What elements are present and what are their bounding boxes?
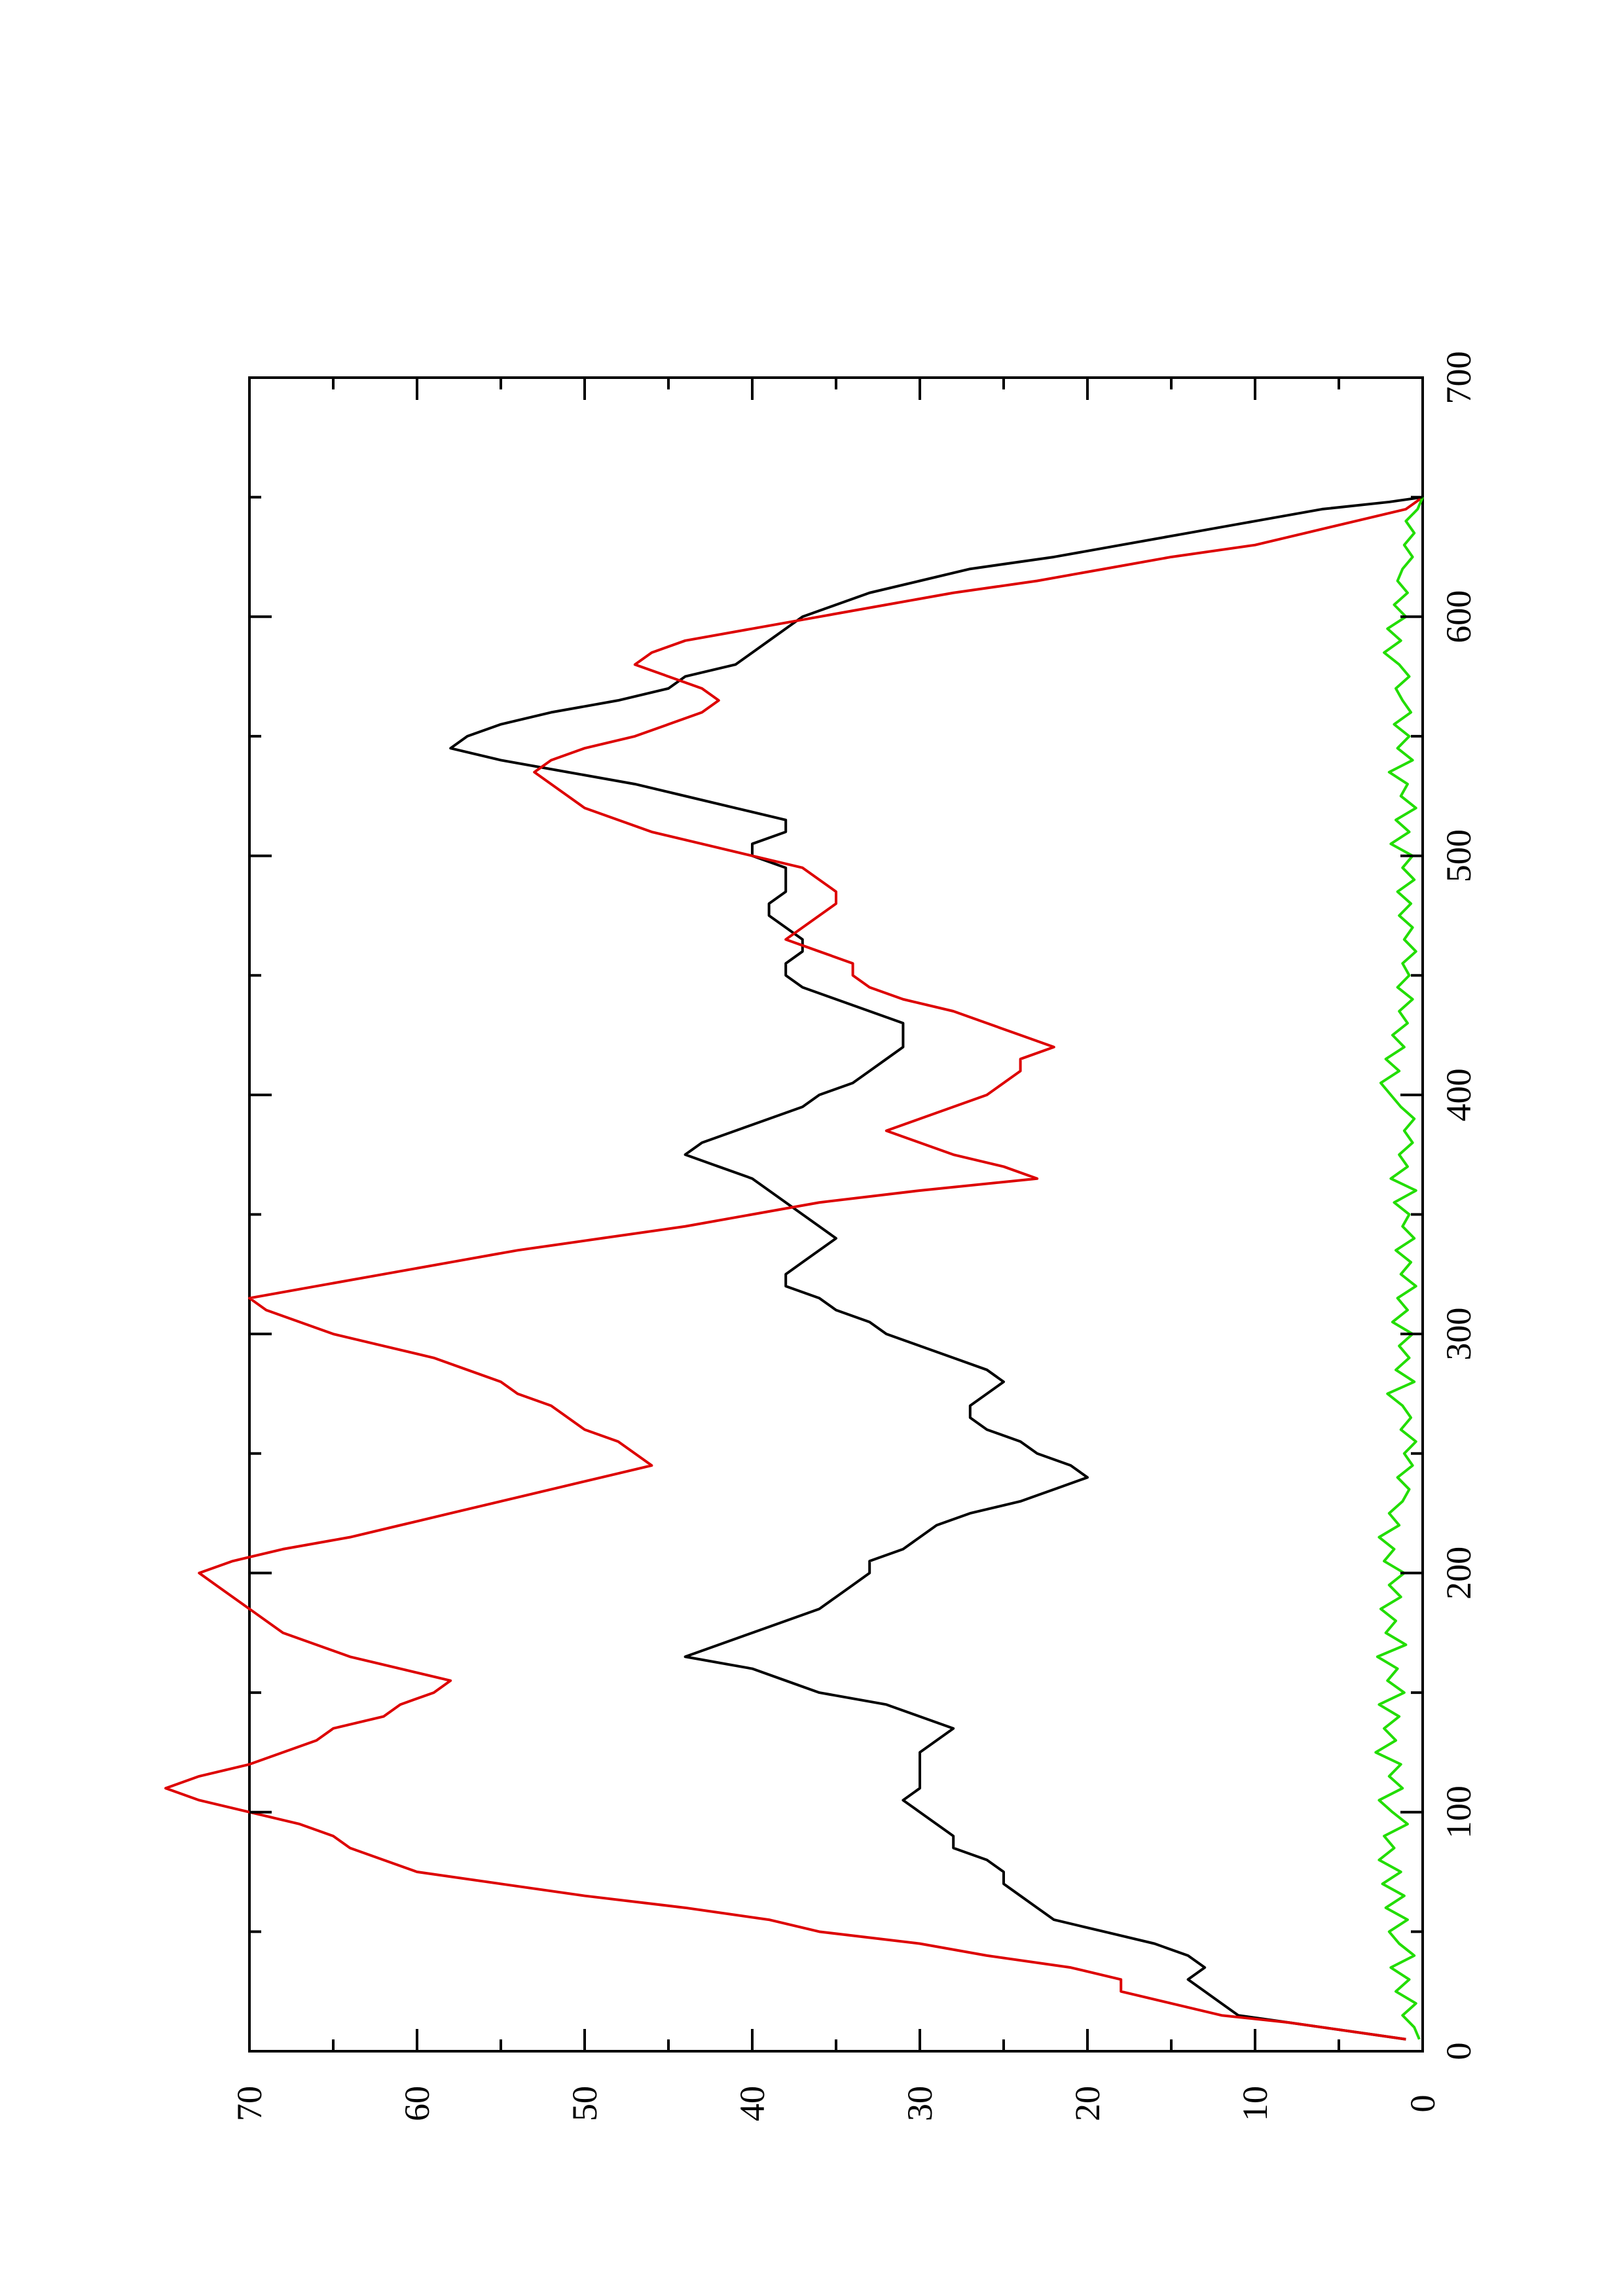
- y-tick-label: 60: [397, 2086, 437, 2121]
- tick-label-layer: 0 100 200 300 400 500 600 700 0 10 20 30 40 50 60 70: [230, 351, 1478, 2122]
- tick-layer: [249, 378, 1423, 2051]
- x-tick-label: 500: [1439, 829, 1478, 882]
- series-line-1: [449, 495, 1423, 2041]
- y-tick-label: 10: [1235, 2086, 1275, 2121]
- x-tick-label: 300: [1439, 1308, 1478, 1361]
- y-tick-label: 50: [565, 2086, 604, 2121]
- x-tick-label: 0: [1439, 2043, 1478, 2060]
- x-tick-label: 100: [1439, 1785, 1478, 1839]
- y-tick-label: 70: [230, 2086, 269, 2121]
- series-layer: [164, 495, 1424, 2041]
- x-tick-label: 200: [1439, 1547, 1478, 1600]
- y-tick-label: 20: [1068, 2086, 1107, 2121]
- y-tick-label: 30: [900, 2086, 939, 2121]
- x-tick-label: 600: [1439, 590, 1478, 643]
- series-line-2: [164, 496, 1424, 2041]
- y-tick-label: 0: [1403, 2095, 1442, 2113]
- plot-frame: [248, 376, 1424, 2053]
- series-line-3: [1374, 496, 1424, 2040]
- y-tick-label: 40: [733, 2086, 772, 2121]
- x-tick-label: 400: [1439, 1068, 1478, 1121]
- x-tick-label: 700: [1439, 351, 1478, 404]
